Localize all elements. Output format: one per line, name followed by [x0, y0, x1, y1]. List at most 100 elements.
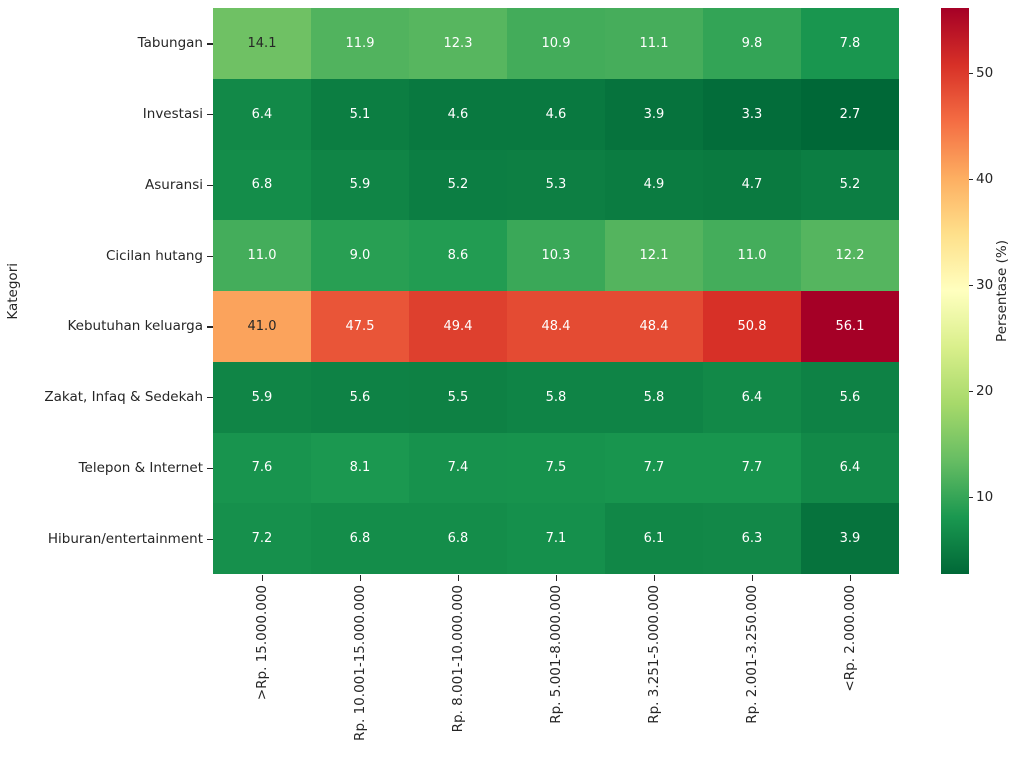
cell-value: 5.5 [447, 389, 469, 405]
cell-value: 5.3 [545, 177, 567, 193]
heatmap-cell: 6.4 [801, 432, 899, 504]
colorbar-gradient [941, 8, 969, 574]
heatmap-cell: 4.7 [703, 149, 801, 221]
y-tick-mark [207, 43, 213, 45]
cell-value: 5.8 [545, 389, 567, 405]
heatmap-cell: 48.4 [605, 291, 703, 362]
cell-value: 3.3 [741, 106, 763, 122]
cell-value: 9.8 [741, 35, 763, 51]
heatmap-cell: 3.9 [801, 503, 899, 574]
cell-value: 6.4 [251, 106, 273, 122]
heatmap-cell: 5.6 [801, 361, 899, 433]
y-tick-label: Asuransi [145, 176, 203, 193]
heatmap-cell: 5.3 [507, 149, 605, 221]
y-tick-label: Investasi [142, 106, 203, 123]
cell-value: 5.2 [839, 177, 861, 193]
heatmap-cell: 10.9 [507, 8, 605, 79]
x-tick-mark [654, 575, 656, 581]
heatmap-cell: 11.0 [213, 220, 311, 291]
cell-value: 6.1 [643, 531, 665, 547]
x-tick-label: Rp. 10.001-15.000.000 [352, 585, 368, 741]
cell-value: 3.9 [839, 531, 861, 547]
heatmap-cell: 5.2 [409, 149, 507, 221]
cell-value: 5.2 [447, 177, 469, 193]
heatmap-cell: 3.3 [703, 78, 801, 150]
heatmap-cell: 7.2 [213, 503, 311, 574]
heatmap-cell: 11.9 [311, 8, 409, 79]
heatmap-cell: 5.8 [507, 361, 605, 433]
heatmap-cell: 3.9 [605, 78, 703, 150]
y-tick-mark [207, 184, 213, 187]
y-tick-mark [207, 255, 213, 257]
cell-value: 11.1 [639, 35, 669, 51]
heatmap-cell: 49.4 [409, 291, 507, 362]
colorbar-tick-label: 50 [976, 64, 994, 81]
heatmap-cell: 9.0 [311, 220, 409, 291]
heatmap-cell: 12.1 [605, 220, 703, 291]
y-tick-mark [207, 538, 213, 540]
cell-value: 50.8 [737, 318, 767, 334]
heatmap-cell: 5.9 [213, 361, 311, 433]
y-tick-label: Hiburan/entertainment [47, 530, 203, 547]
cell-value: 6.8 [349, 531, 371, 547]
heatmap-cell: 7.8 [801, 8, 899, 79]
cell-value: 11.0 [737, 248, 767, 264]
colorbar-title: Persentase (%) [994, 240, 1010, 342]
x-tick-mark [360, 575, 362, 581]
x-tick-mark [556, 575, 558, 581]
cell-value: 7.6 [251, 460, 273, 476]
heatmap-cell: 9.8 [703, 8, 801, 79]
colorbar-tick-mark [969, 284, 973, 286]
heatmap-cell: 6.4 [213, 78, 311, 150]
cell-value: 7.7 [741, 460, 763, 476]
heatmap-cell: 5.1 [311, 78, 409, 150]
heatmap-cell: 8.6 [409, 220, 507, 291]
cell-value: 11.0 [247, 248, 277, 264]
heatmap-cell: 48.4 [507, 291, 605, 362]
heatmap-cell: 4.9 [605, 149, 703, 221]
x-tick-mark [752, 575, 754, 581]
heatmap-cell: 5.2 [801, 149, 899, 221]
heatmap-cell: 7.6 [213, 432, 311, 504]
cell-value: 14.1 [247, 35, 277, 51]
cell-value: 12.3 [443, 35, 473, 51]
heatmap-cell: 5.9 [311, 149, 409, 221]
heatmap-cell: 41.0 [213, 291, 311, 362]
y-tick-label: Zakat, Infaq & Sedekah [44, 389, 203, 406]
cell-value: 7.8 [839, 35, 861, 51]
cell-value: 56.1 [835, 318, 865, 334]
heatmap-cell: 4.6 [409, 78, 507, 150]
x-tick-label: >Rp. 15.000.000 [254, 585, 270, 701]
cell-value: 4.9 [643, 177, 665, 193]
colorbar-tick-mark [969, 496, 973, 498]
colorbar-tick-mark [969, 390, 973, 392]
y-tick-label: Cicilan hutang [105, 247, 203, 264]
cell-value: 6.3 [741, 531, 763, 547]
heatmap-cell: 11.0 [703, 220, 801, 291]
cell-value: 7.1 [545, 531, 567, 547]
heatmap-cell: 6.4 [703, 361, 801, 433]
cell-value: 6.4 [741, 389, 763, 405]
heatmap-cell: 5.6 [311, 361, 409, 433]
cell-value: 48.4 [541, 318, 571, 334]
y-axis-title: Kategori [5, 262, 21, 320]
cell-value: 5.6 [349, 389, 371, 405]
cell-value: 5.6 [839, 389, 861, 405]
cell-value: 48.4 [639, 318, 669, 334]
colorbar-tick-mark [969, 72, 973, 74]
y-axis-title-wrap: Kategori [5, 8, 21, 574]
cell-value: 5.9 [251, 389, 273, 405]
heatmap-cell: 7.4 [409, 432, 507, 504]
cell-value: 47.5 [345, 318, 375, 334]
y-tick-label: Tabungan [137, 35, 203, 52]
heatmap-cell: 7.1 [507, 503, 605, 574]
heatmap-cell: 56.1 [801, 291, 899, 362]
heatmap-cell: 7.5 [507, 432, 605, 504]
colorbar-tick-label: 40 [976, 170, 994, 187]
cell-value: 6.4 [839, 460, 861, 476]
cell-value: 11.9 [345, 35, 375, 51]
heatmap-cell: 5.8 [605, 361, 703, 433]
heatmap-cell: 14.1 [213, 8, 311, 79]
cell-value: 4.6 [545, 106, 567, 122]
